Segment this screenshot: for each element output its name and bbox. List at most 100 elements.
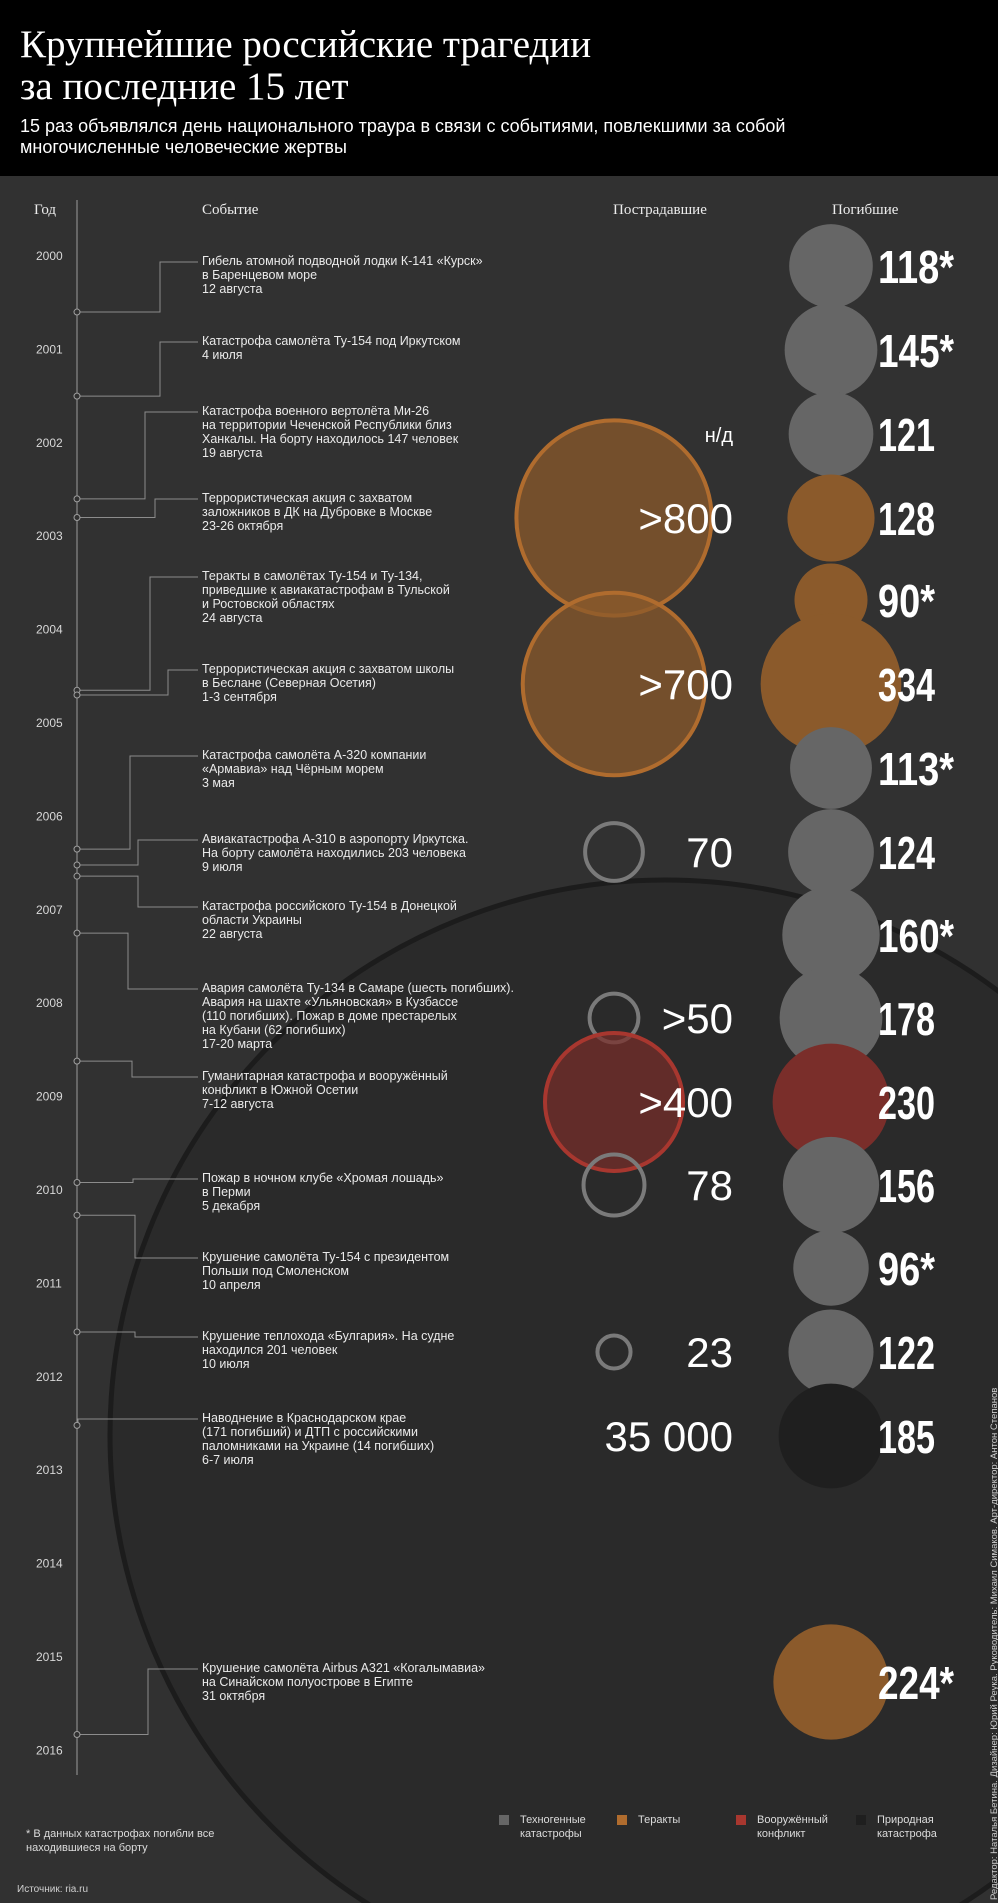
event-line: области Украины <box>202 913 302 927</box>
killed-value-label: 224* <box>878 1657 954 1709</box>
event-dot <box>73 1211 81 1219</box>
injured-value-label: н/д <box>705 425 734 447</box>
injured-value-label: 70 <box>686 829 733 876</box>
event-line: Катастрофа военного вертолёта Ми-26 <box>202 404 430 418</box>
event-line: на территории Чеченской Республики близ <box>202 418 452 432</box>
year-label: 2006 <box>36 809 63 823</box>
event-line: на Кубани (62 погибших) <box>202 1023 346 1037</box>
killed-bubble <box>793 1230 869 1306</box>
killed-bubble <box>788 809 874 895</box>
event-connector <box>77 576 198 691</box>
event-description: Катастрофа самолёта Ту-154 под Иркутском… <box>202 334 532 362</box>
column-header-injured: Пострадавшие <box>613 202 707 218</box>
legend-swatch <box>856 1815 866 1825</box>
event-line: 12 августа <box>202 282 263 296</box>
event-connector <box>77 498 198 519</box>
event-dot <box>73 1421 81 1429</box>
header: Крупнейшие российские трагедии за послед… <box>0 0 998 176</box>
killed-value-label: 90* <box>878 575 935 627</box>
event-line: Террористическая акция с захватом <box>202 491 413 505</box>
year-label: 2008 <box>36 996 63 1010</box>
event-connector <box>77 1214 198 1259</box>
event-line: Авария на шахте «Ульяновская» в Кузбассе <box>202 995 459 1009</box>
event-dot <box>73 872 81 880</box>
legend-swatch <box>617 1815 627 1825</box>
killed-bubble <box>788 1309 874 1395</box>
year-label: 2000 <box>36 249 63 263</box>
killed-value-label: 128 <box>878 493 935 545</box>
footnote: * В данных катастрофах погибли все наход… <box>26 1828 215 1854</box>
event-line: заложников в ДК на Дубровке в Москве <box>202 505 433 519</box>
killed-bubble <box>787 474 875 562</box>
event-line: (110 погибших). Пожар в доме престарелых <box>202 1009 457 1023</box>
event-line: Катастрофа самолёта А-320 компании <box>202 748 427 762</box>
natural-disaster-injured-bubble <box>107 877 998 1903</box>
event-line: Крушение самолёта Airbus A321 «Когалымав… <box>202 1661 486 1675</box>
year-label: 2002 <box>36 436 63 450</box>
year-label: 2001 <box>36 342 63 356</box>
event-line: паломниками на Украине (14 погибших) <box>202 1439 435 1453</box>
year-label: 2016 <box>36 1743 63 1757</box>
event-description: Теракты в самолётах Ту-154 и Ту-134, прив… <box>202 569 532 625</box>
event-line: 9 июля <box>202 860 243 874</box>
page-title: Крупнейшие российские трагедии за послед… <box>20 23 592 108</box>
year-label: 2011 <box>36 1276 62 1290</box>
legend-label: Природная катастрофа <box>877 1814 937 1840</box>
killed-bubble <box>778 1383 884 1489</box>
event-line: Авария самолёта Ту-134 в Самаре (шесть п… <box>202 981 514 995</box>
killed-bubble <box>782 1136 880 1234</box>
event-connector <box>77 1668 198 1736</box>
injured-bubble <box>581 1152 647 1218</box>
legend-item: Вооружённый конфликт <box>736 1813 828 1841</box>
killed-bubble <box>790 727 872 809</box>
event-dot <box>73 392 81 400</box>
killed-bubble <box>760 613 902 755</box>
column-header-event: Событие <box>202 202 259 218</box>
event-description: Террористическая акция с захватом заложни… <box>202 491 532 533</box>
killed-bubble <box>784 303 878 397</box>
event-line: Гибель атомной подводной лодки К-141 «Ку… <box>202 254 483 268</box>
event-dot <box>73 929 81 937</box>
event-description: Авиакатастрофа А-310 в аэропорту Иркутск… <box>202 832 532 874</box>
event-description: Катастрофа военного вертолёта Ми-26 на те… <box>202 404 532 460</box>
legend-swatch <box>736 1815 746 1825</box>
event-line: 3 мая <box>202 776 235 790</box>
column-header-killed: Погибшие <box>832 202 899 218</box>
event-dot <box>73 861 81 869</box>
injured-value-label: >50 <box>662 995 733 1042</box>
event-dot <box>73 514 81 522</box>
year-label: 2005 <box>36 716 63 730</box>
event-line: Ханкалы. На борту находилось 147 человек <box>202 432 459 446</box>
event-line: и Ростовской областях <box>202 597 335 611</box>
legend-label: Теракты <box>638 1814 681 1826</box>
killed-value-label: 118* <box>878 241 954 293</box>
event-line: (171 погибший) и ДТП с российскими <box>202 1425 418 1439</box>
event-description: Катастрофа самолёта А-320 компании «Армав… <box>202 748 532 790</box>
event-connector <box>77 341 198 397</box>
killed-bubble <box>773 1624 889 1740</box>
event-description: Катастрофа российского Ту-154 в Донецкой… <box>202 899 532 941</box>
legend-item: Природная катастрофа <box>856 1813 937 1841</box>
source: Источник: ria.ru <box>17 1884 89 1895</box>
killed-bubble <box>789 224 873 308</box>
event-connector <box>77 1331 198 1338</box>
legend-item: Теракты <box>617 1813 681 1827</box>
year-label: 2013 <box>36 1463 63 1477</box>
event-line: На борту самолёта находились 203 человек… <box>202 846 466 860</box>
event-line: 10 июля <box>202 1357 250 1371</box>
injured-value-label: >700 <box>638 661 733 708</box>
legend-label: Вооружённый конфликт <box>757 1814 828 1840</box>
event-connector <box>77 1178 198 1184</box>
event-line: 23-26 октября <box>202 519 284 533</box>
injured-value-label: 35 000 <box>605 1413 733 1460</box>
event-line: 6-7 июля <box>202 1453 254 1467</box>
injured-value-label: 23 <box>686 1329 733 1376</box>
event-line: приведшие к авиакатастрофам в Тульской <box>202 583 450 597</box>
event-line: находился 201 человек <box>202 1343 338 1357</box>
event-description: Пожар в ночном клубе «Хромая лошадь» в Пе… <box>202 1171 532 1213</box>
killed-value-label: 230 <box>878 1077 935 1129</box>
killed-value-label: 156 <box>878 1160 935 1212</box>
event-line: в Беслане (Северная Осетия) <box>202 676 376 690</box>
injured-value-label: 78 <box>686 1162 733 1209</box>
injured-bubble <box>543 1031 685 1173</box>
